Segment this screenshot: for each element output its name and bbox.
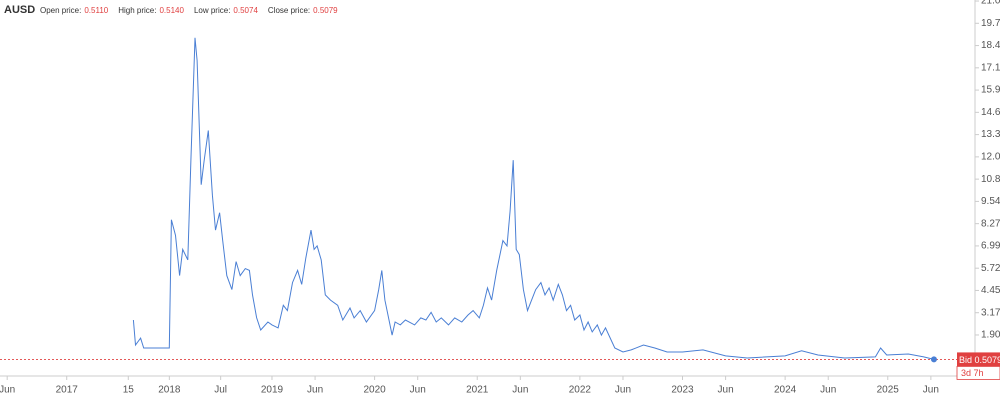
y-tick-label: 14.6360 [981, 107, 1000, 118]
countdown-box [956, 366, 1000, 380]
stat-value: 0.5079 [313, 6, 338, 15]
y-tick-label: 15.9090 [981, 85, 1000, 96]
y-tick-label: 1.9060 [981, 330, 1000, 341]
countdown: 3d 7h [961, 368, 984, 378]
x-tick-label: Jun [0, 385, 15, 396]
bid-box [957, 352, 1000, 367]
x-tick-label: 15 [123, 385, 135, 396]
x-tick-label: Jun [718, 385, 734, 396]
price-line [132, 37, 935, 360]
x-tick-label: 2017 [56, 385, 79, 396]
stat-label: Close price: [268, 6, 310, 15]
x-tick-label: Jun [307, 385, 323, 396]
stat-value: 0.5140 [159, 6, 184, 15]
y-tick-label: 18.4550 [981, 40, 1000, 51]
y-tick-label: 13.3630 [981, 129, 1000, 140]
x-tick-label: 2021 [466, 385, 489, 396]
x-tick-label: 2018 [158, 385, 181, 396]
x-tick-label: 2022 [569, 385, 592, 396]
y-tick-label: 9.5440 [981, 196, 1000, 207]
y-tick-label: 12.0900 [981, 152, 1000, 163]
y-tick-label: 4.4520 [981, 285, 1000, 296]
y-tick-label: 3.1790 [981, 307, 1000, 318]
y-tick-label: 21.0010 [981, 0, 1000, 7]
y-tick-label: 6.9980 [981, 241, 1000, 252]
x-tick-label: Jun [923, 385, 939, 396]
last-point [930, 356, 937, 363]
bid-label: Bid 0.5079 [959, 355, 1000, 365]
x-tick-label: 2023 [671, 385, 694, 396]
x-tick-label: 2019 [261, 385, 284, 396]
x-tick-label: Jun [615, 385, 631, 396]
stat-label: Open price: [40, 6, 81, 15]
stat-value: 0.5074 [233, 6, 258, 15]
x-tick-label: Jul [214, 385, 227, 396]
stat-label: High price: [118, 6, 156, 15]
x-tick-label: 2024 [774, 385, 797, 396]
y-tick-label: 5.7250 [981, 263, 1000, 274]
x-tick-label: Jun [410, 385, 426, 396]
y-tick-label: 19.7280 [981, 18, 1000, 29]
y-tick-label: 10.8170 [981, 174, 1000, 185]
y-tick-label: 8.2710 [981, 218, 1000, 229]
y-tick-label: 17.1820 [981, 62, 1000, 73]
symbol: AUSD [4, 4, 35, 16]
x-tick-label: 2025 [877, 385, 900, 396]
x-tick-label: Jun [820, 385, 836, 396]
x-tick-label: Jun [512, 385, 528, 396]
x-tick-label: 2020 [363, 385, 386, 396]
stat-label: Low price: [194, 6, 230, 15]
stat-value: 0.5110 [84, 6, 108, 15]
